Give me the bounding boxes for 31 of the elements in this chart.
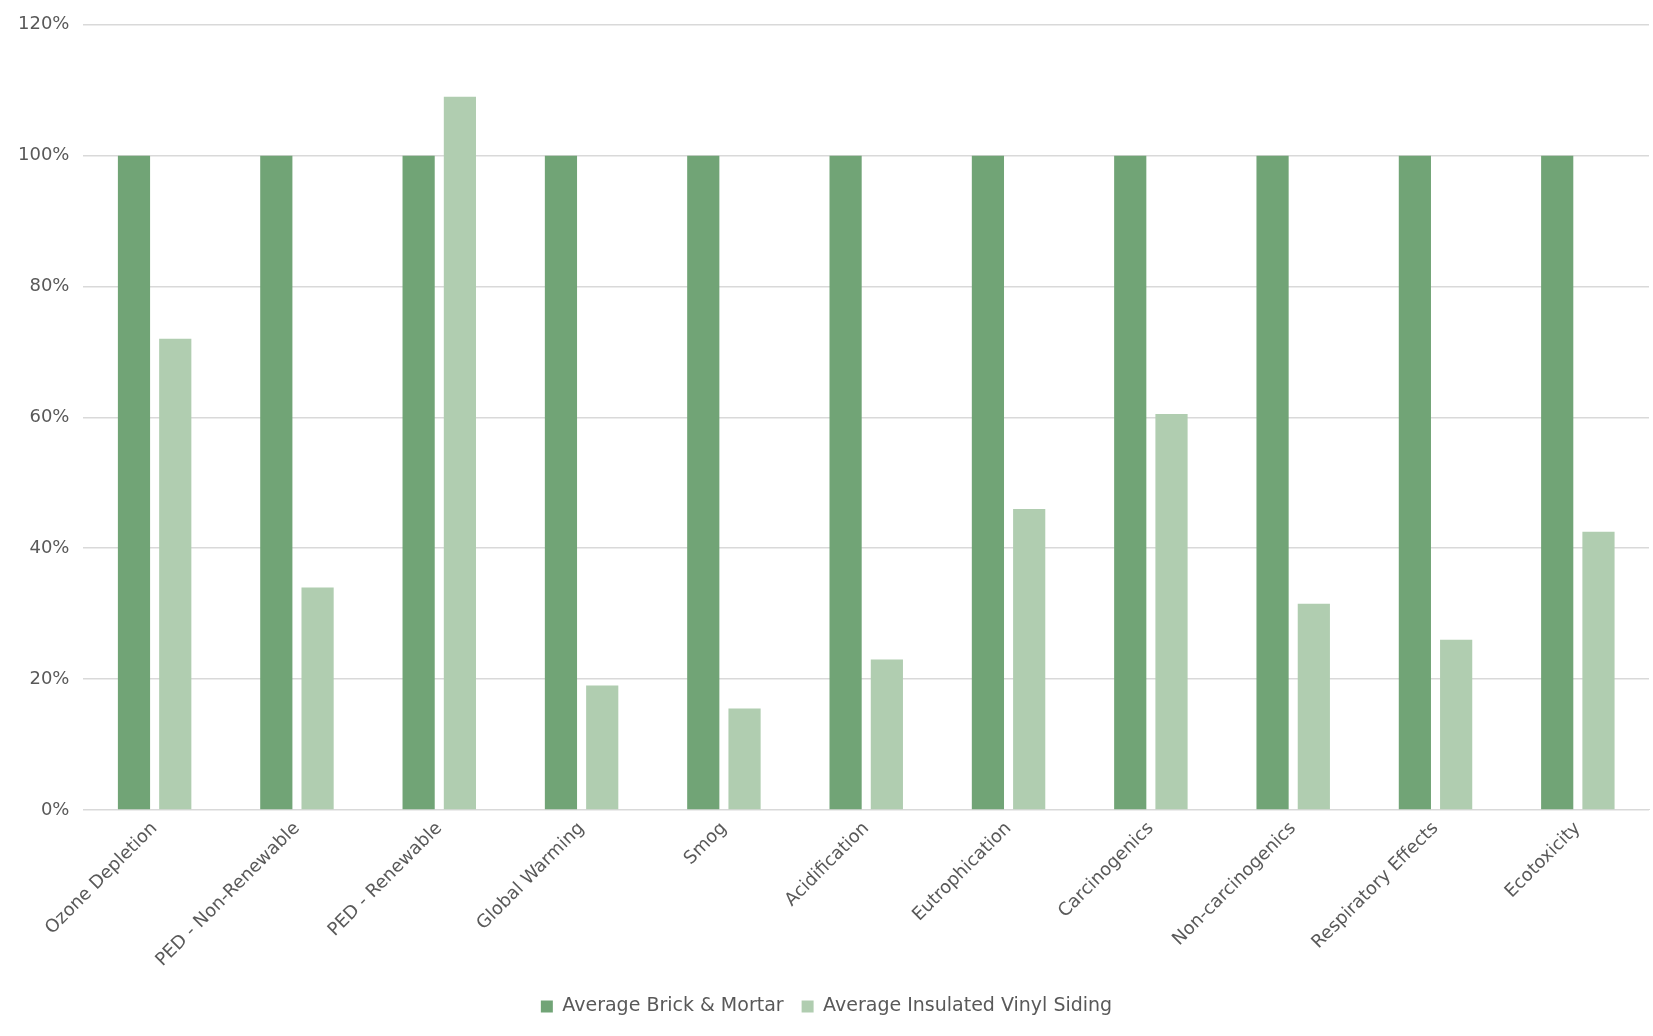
bar (1297, 603, 1330, 810)
bar (1155, 414, 1188, 810)
bar (1398, 155, 1431, 810)
bar (1114, 155, 1147, 810)
bar (687, 155, 720, 810)
y-tick-label: 100% (17, 143, 70, 165)
y-tick-label: 60% (29, 405, 70, 427)
bar (544, 155, 578, 810)
bar (1541, 155, 1574, 810)
y-tick-label: 80% (29, 274, 70, 296)
bar (1256, 155, 1289, 810)
bar (1440, 639, 1473, 810)
bar (1582, 531, 1615, 810)
bar (728, 708, 761, 810)
bar (829, 155, 862, 810)
bar (971, 155, 1005, 810)
bar (117, 155, 151, 810)
bar (870, 659, 903, 810)
y-tick-label: 20% (29, 666, 70, 688)
y-tick-label: 0% (40, 797, 70, 819)
bar (1013, 508, 1046, 810)
legend-label: Average Insulated Vinyl Siding (823, 993, 1113, 1016)
bar (443, 96, 476, 810)
y-tick-label: 40% (29, 535, 70, 557)
bar (586, 685, 619, 810)
bar (402, 155, 435, 810)
bar (159, 338, 192, 810)
legend-label: Average Brick & Mortar (562, 993, 784, 1016)
bar (301, 587, 334, 810)
y-tick-label: 120% (17, 12, 70, 34)
bar (260, 155, 293, 810)
